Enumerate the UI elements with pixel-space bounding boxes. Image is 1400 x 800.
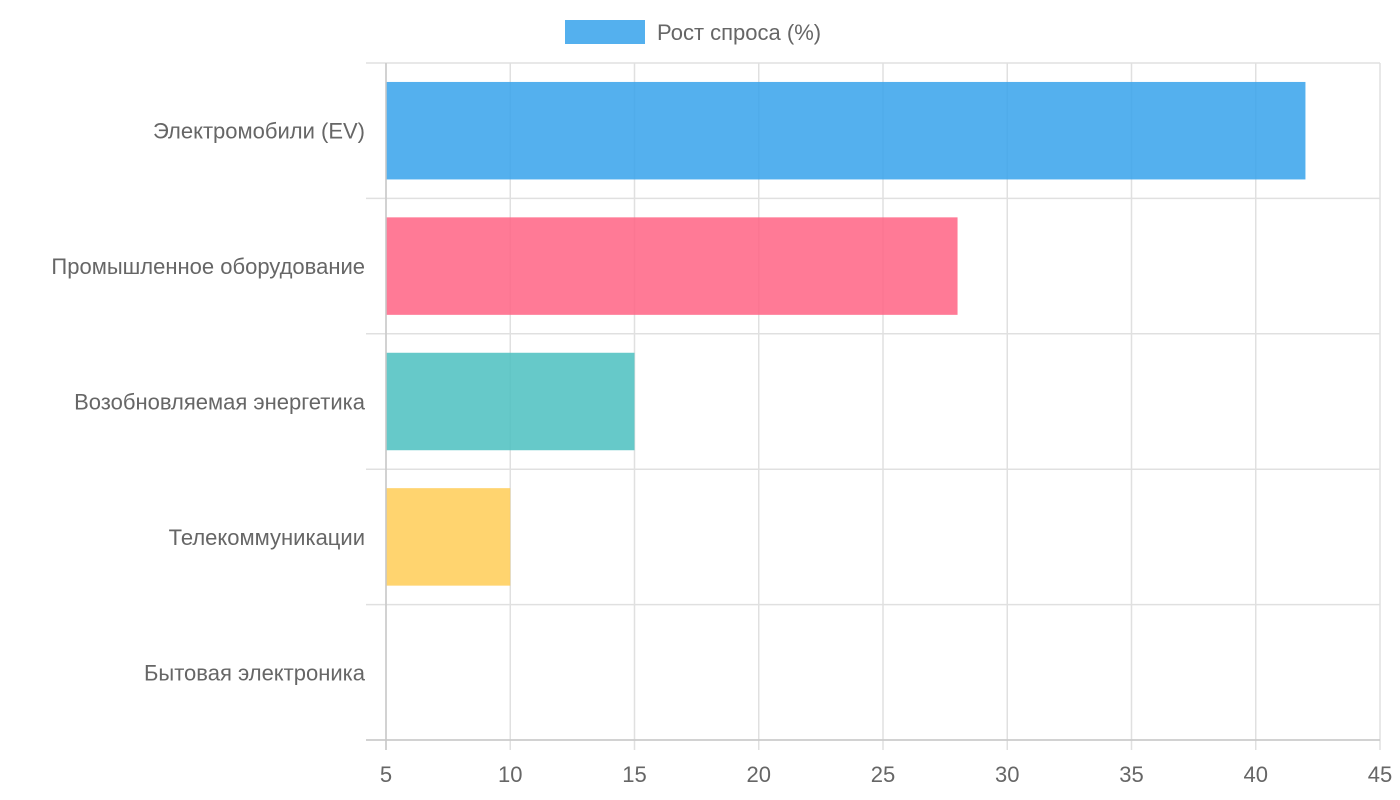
legend-swatch bbox=[565, 20, 645, 44]
bar-2[interactable] bbox=[386, 217, 958, 315]
x-tick-label: 20 bbox=[747, 762, 771, 787]
x-tick-label: 5 bbox=[380, 762, 392, 787]
legend-label: Рост спроса (%) bbox=[657, 20, 821, 45]
x-tick-label: 15 bbox=[622, 762, 646, 787]
category-label: Промышленное оборудование bbox=[51, 254, 365, 279]
bar-3[interactable] bbox=[386, 352, 635, 451]
x-tick-label: 25 bbox=[871, 762, 895, 787]
category-label: Возобновляемая энергетика bbox=[74, 390, 366, 415]
category-labels: Электромобили (EV) Промышленное оборудова… bbox=[51, 119, 365, 686]
legend[interactable]: Рост спроса (%) bbox=[565, 20, 821, 45]
category-label: Телекоммуникации bbox=[169, 525, 365, 550]
bars bbox=[386, 81, 1306, 586]
x-tick-label: 45 bbox=[1368, 762, 1392, 787]
bar-4[interactable] bbox=[386, 488, 511, 586]
x-tick-labels: 5 10 15 20 25 30 35 40 45 bbox=[380, 762, 1392, 787]
x-tick-label: 40 bbox=[1244, 762, 1268, 787]
category-label: Электромобили (EV) bbox=[153, 119, 365, 144]
x-tick-label: 35 bbox=[1119, 762, 1143, 787]
category-label: Бытовая электроника bbox=[144, 660, 366, 685]
x-tick-label: 10 bbox=[498, 762, 522, 787]
bar-1[interactable] bbox=[386, 81, 1306, 180]
axes bbox=[366, 63, 1380, 750]
x-tick-label: 30 bbox=[995, 762, 1019, 787]
